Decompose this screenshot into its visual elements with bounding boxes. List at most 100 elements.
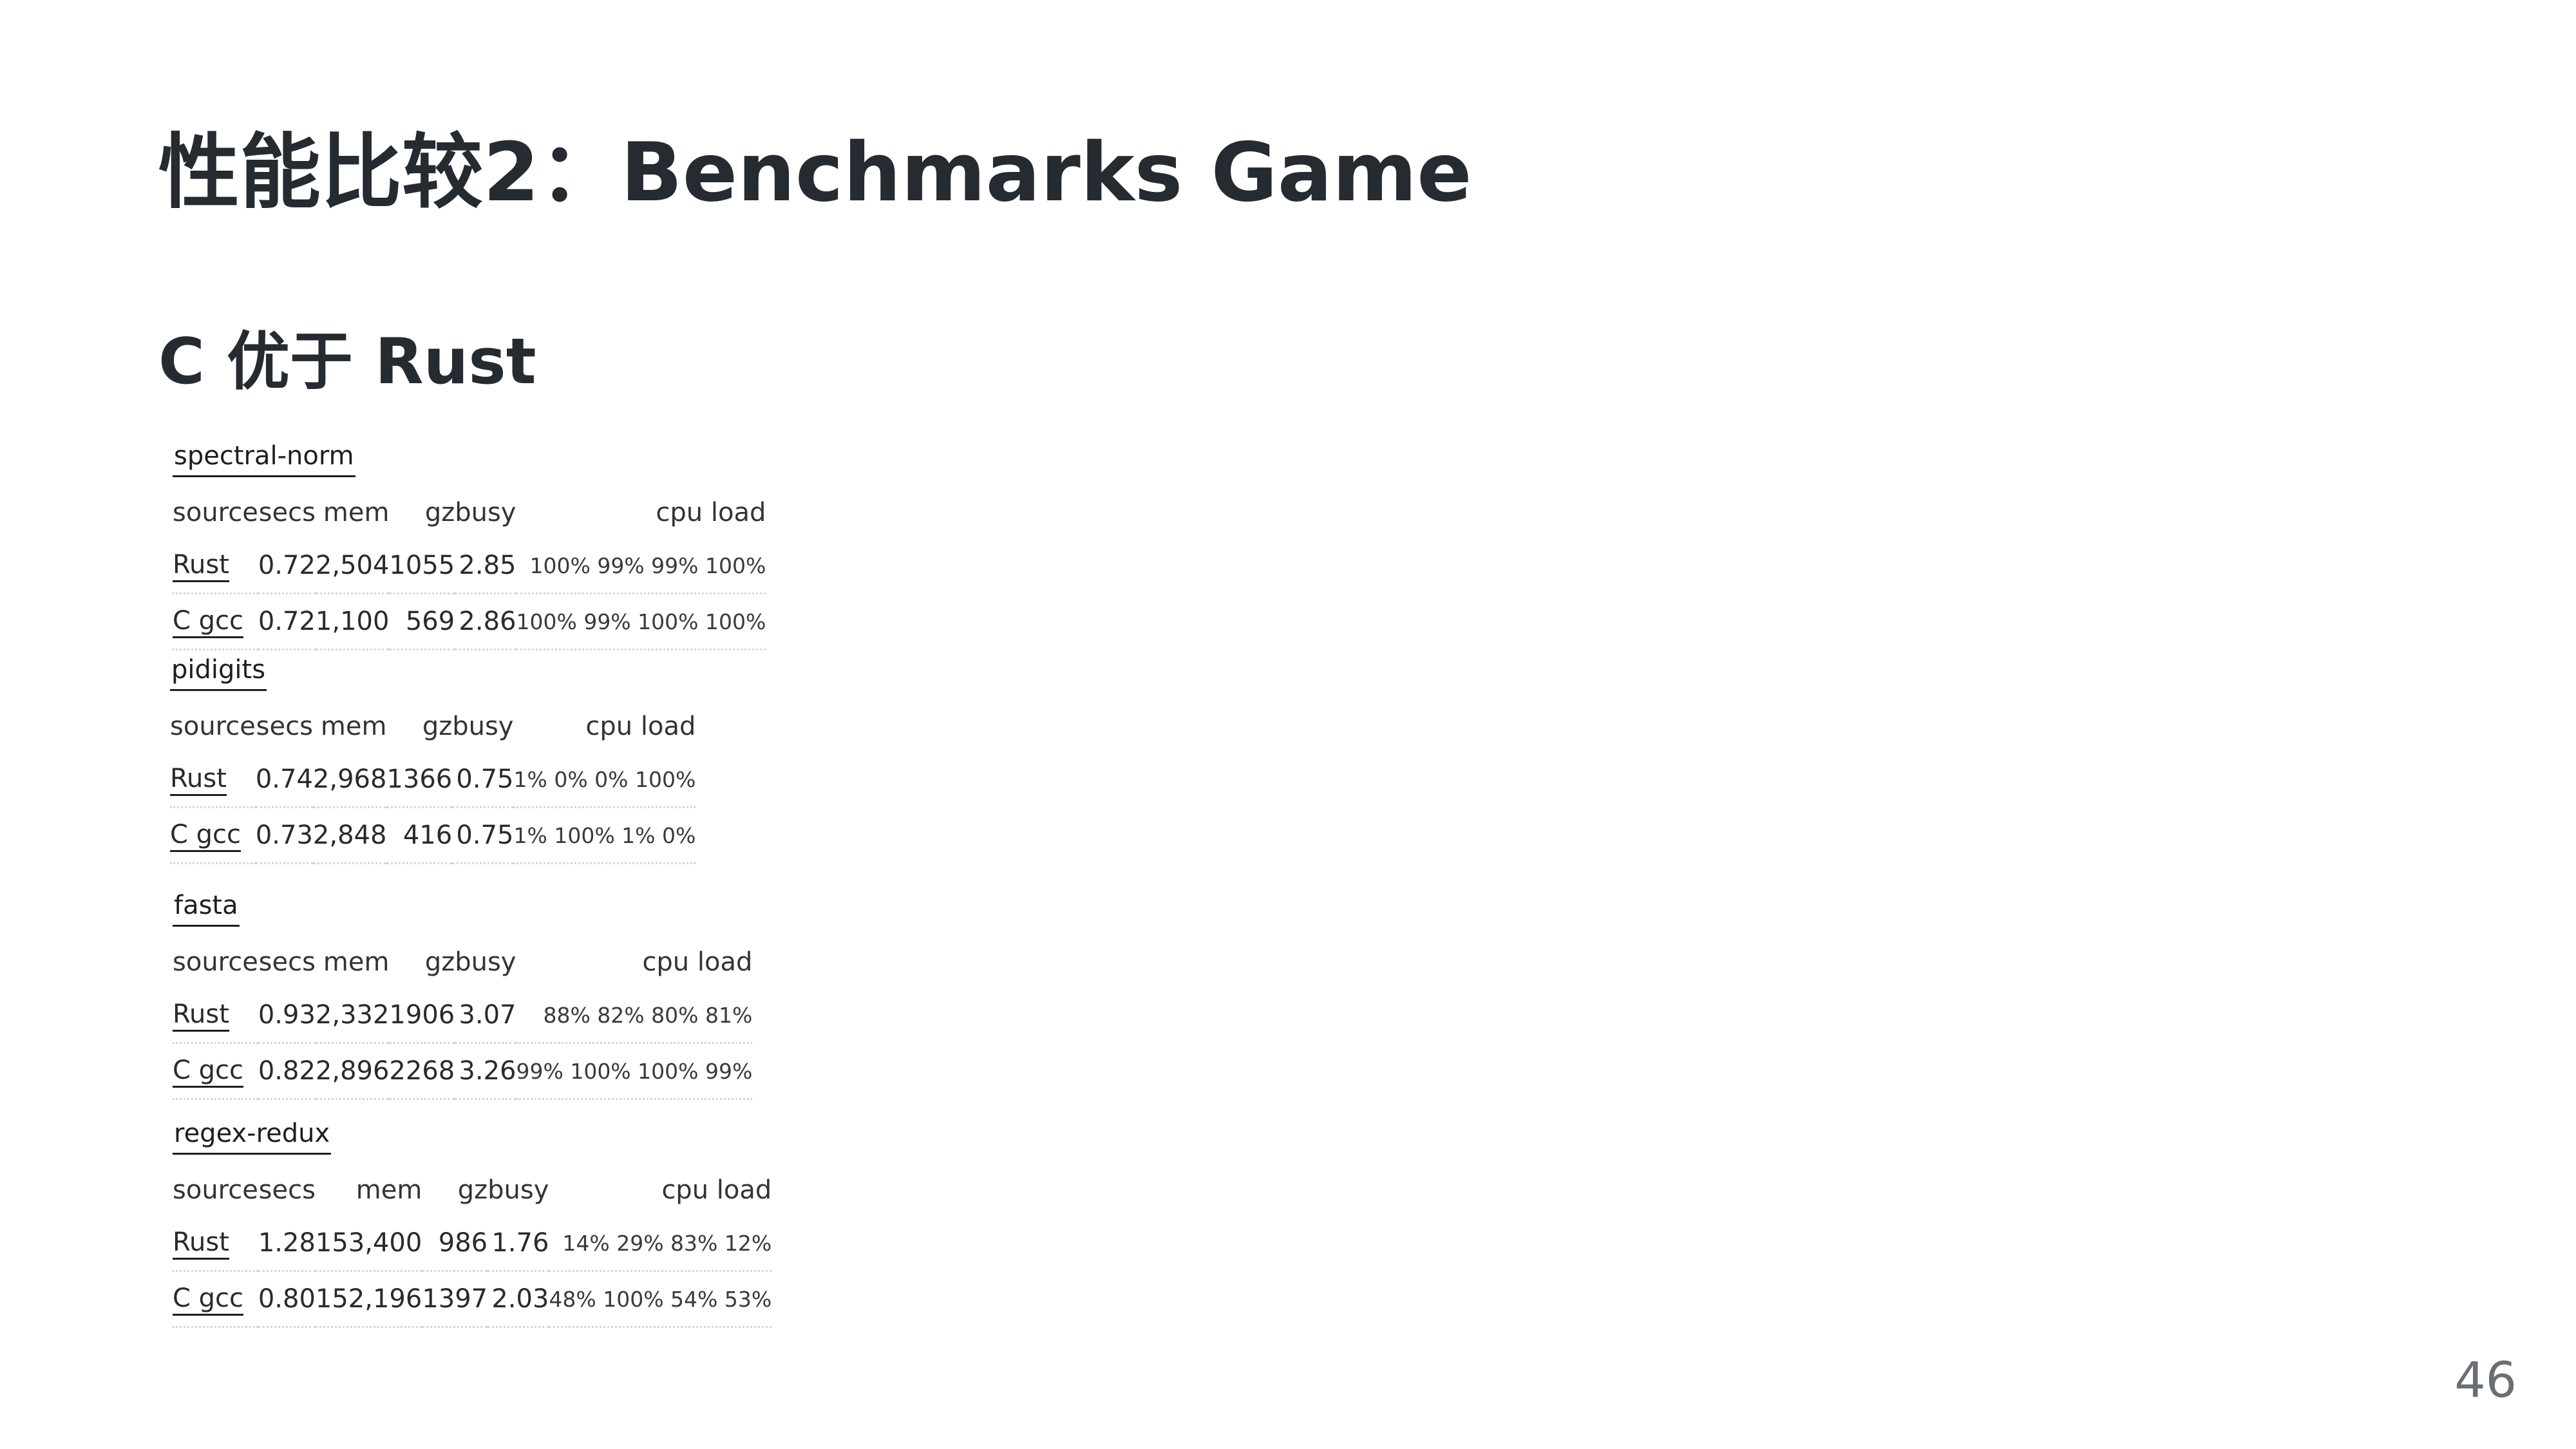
column-header-busy: busy xyxy=(455,498,516,527)
column-header-gz: gz xyxy=(422,712,453,741)
benchmark-table: source secs mem gz busy cpu load Rust 0.… xyxy=(173,487,766,650)
source-cell: C gcc xyxy=(170,807,256,864)
cpu-load-cell: 1% 100% 1% 0% xyxy=(513,807,696,864)
column-header-cpu-load: cpu load xyxy=(661,1175,772,1205)
source-link[interactable]: C gcc xyxy=(173,1055,244,1088)
gz-cell: 1366 xyxy=(386,752,453,808)
table-row: C gcc 0.72 1,100 569 2.86 100% 99% 100% … xyxy=(173,593,766,650)
cpu-load-cell: 100% 99% 99% 100% xyxy=(516,538,766,594)
secs-cell: 0.72 xyxy=(258,538,316,594)
secs-cell: 0.82 xyxy=(258,1043,316,1100)
table-row: C gcc 0.82 2,896 2268 3.26 99% 100% 100%… xyxy=(173,1043,753,1100)
table-row: Rust 0.93 2,332 1906 3.07 88% 82% 80% 81… xyxy=(173,988,753,1044)
mem-cell: 2,848 xyxy=(312,807,387,864)
source-link[interactable]: Rust xyxy=(173,1227,229,1260)
column-header-busy: busy xyxy=(452,712,514,741)
busy-cell: 3.07 xyxy=(455,988,516,1044)
secs-cell: 1.28 xyxy=(258,1216,316,1272)
table-header-row: source secs mem gz busy cpu load xyxy=(173,487,766,538)
source-cell: Rust xyxy=(170,752,256,808)
table-header-row: source secs mem gz busy cpu load xyxy=(173,936,752,988)
table-row: Rust 0.72 2,504 1055 2.85 100% 99% 99% 1… xyxy=(173,538,766,594)
mem-cell: 152,196 xyxy=(315,1271,422,1328)
benchmark-table: source secs mem gz busy cpu load Rust 0.… xyxy=(173,936,753,1100)
column-header-cpu-load: cpu load xyxy=(585,712,696,741)
secs-cell: 0.72 xyxy=(258,593,316,650)
column-header-cpu-load: cpu load xyxy=(642,947,753,977)
busy-cell: 2.03 xyxy=(488,1271,549,1328)
mem-cell: 2,504 xyxy=(315,538,390,594)
cpu-load-cell: 1% 0% 0% 100% xyxy=(513,752,696,808)
column-header-gz: gz xyxy=(457,1175,488,1205)
column-header-secs: secs xyxy=(258,947,316,977)
source-cell: Rust xyxy=(173,988,258,1044)
column-header-secs: secs xyxy=(258,1175,316,1205)
secs-cell: 0.80 xyxy=(258,1271,316,1328)
mem-cell: 1,100 xyxy=(315,593,390,650)
table-row: Rust 1.28 153,400 986 1.76 14% 29% 83% 1… xyxy=(173,1216,772,1272)
table-header-row: source secs mem gz busy cpu load xyxy=(173,1164,772,1216)
table-row: C gcc 0.80 152,196 1397 2.03 48% 100% 54… xyxy=(173,1271,772,1328)
busy-cell: 3.26 xyxy=(455,1043,516,1100)
busy-cell: 2.86 xyxy=(455,593,516,650)
mem-cell: 153,400 xyxy=(315,1216,422,1272)
slide-title: 性能比较2：Benchmarks Game xyxy=(158,125,1472,220)
column-header-mem: mem xyxy=(323,947,390,977)
secs-cell: 0.74 xyxy=(255,752,313,808)
busy-cell: 1.76 xyxy=(488,1216,549,1272)
column-header-source: source xyxy=(170,712,256,741)
benchmark-name-link[interactable]: spectral-norm xyxy=(173,438,355,477)
column-header-mem: mem xyxy=(355,1175,422,1205)
column-header-secs: secs xyxy=(258,498,316,527)
table-row: Rust 0.74 2,968 1366 0.75 1% 0% 0% 100% xyxy=(170,752,696,808)
gz-cell: 1055 xyxy=(389,538,455,594)
source-link[interactable]: Rust xyxy=(173,549,229,582)
column-header-source: source xyxy=(173,947,258,977)
source-link[interactable]: Rust xyxy=(170,763,227,796)
gz-cell: 1397 xyxy=(422,1271,488,1328)
secs-cell: 0.73 xyxy=(255,807,313,864)
source-link[interactable]: C gcc xyxy=(173,1283,244,1316)
mem-cell: 2,968 xyxy=(312,752,387,808)
benchmark-name-link[interactable]: pidigits xyxy=(170,652,267,691)
gz-cell: 986 xyxy=(422,1216,488,1272)
source-link[interactable]: C gcc xyxy=(173,605,244,638)
cpu-load-cell: 88% 82% 80% 81% xyxy=(516,988,753,1044)
source-cell: Rust xyxy=(173,1216,258,1272)
column-header-busy: busy xyxy=(455,947,516,977)
gz-cell: 569 xyxy=(389,593,455,650)
benchmark-name-link[interactable]: fasta xyxy=(173,887,240,927)
column-header-mem: mem xyxy=(320,712,387,741)
cpu-load-cell: 100% 99% 100% 100% xyxy=(516,593,766,650)
gz-cell: 416 xyxy=(386,807,453,864)
gz-cell: 2268 xyxy=(389,1043,455,1100)
benchmark-name-link[interactable]: regex-redux xyxy=(173,1115,332,1155)
busy-cell: 0.75 xyxy=(452,807,514,864)
column-header-mem: mem xyxy=(323,498,390,527)
busy-cell: 0.75 xyxy=(452,752,514,808)
cpu-load-cell: 48% 100% 54% 53% xyxy=(549,1271,772,1328)
mem-cell: 2,332 xyxy=(315,988,390,1044)
source-link[interactable]: Rust xyxy=(173,999,229,1032)
table-header-row: source secs mem gz busy cpu load xyxy=(170,701,696,752)
gz-cell: 1906 xyxy=(389,988,455,1044)
secs-cell: 0.93 xyxy=(258,988,316,1044)
cpu-load-cell: 99% 100% 100% 99% xyxy=(516,1043,753,1100)
column-header-gz: gz xyxy=(424,498,455,527)
column-header-source: source xyxy=(173,1175,258,1205)
source-cell: Rust xyxy=(173,538,258,594)
source-cell: C gcc xyxy=(173,1271,258,1328)
column-header-secs: secs xyxy=(256,712,313,741)
table-row: C gcc 0.73 2,848 416 0.75 1% 100% 1% 0% xyxy=(170,807,696,864)
source-link[interactable]: C gcc xyxy=(170,819,242,852)
column-header-source: source xyxy=(173,498,258,527)
mem-cell: 2,896 xyxy=(315,1043,390,1100)
source-cell: C gcc xyxy=(173,1043,258,1100)
benchmark-table: source secs mem gz busy cpu load Rust 1.… xyxy=(173,1164,772,1328)
page-number: 46 xyxy=(2454,1351,2517,1408)
column-header-gz: gz xyxy=(424,947,455,977)
column-header-cpu-load: cpu load xyxy=(656,498,766,527)
source-cell: C gcc xyxy=(173,593,258,650)
busy-cell: 2.85 xyxy=(455,538,516,594)
column-header-busy: busy xyxy=(488,1175,549,1205)
